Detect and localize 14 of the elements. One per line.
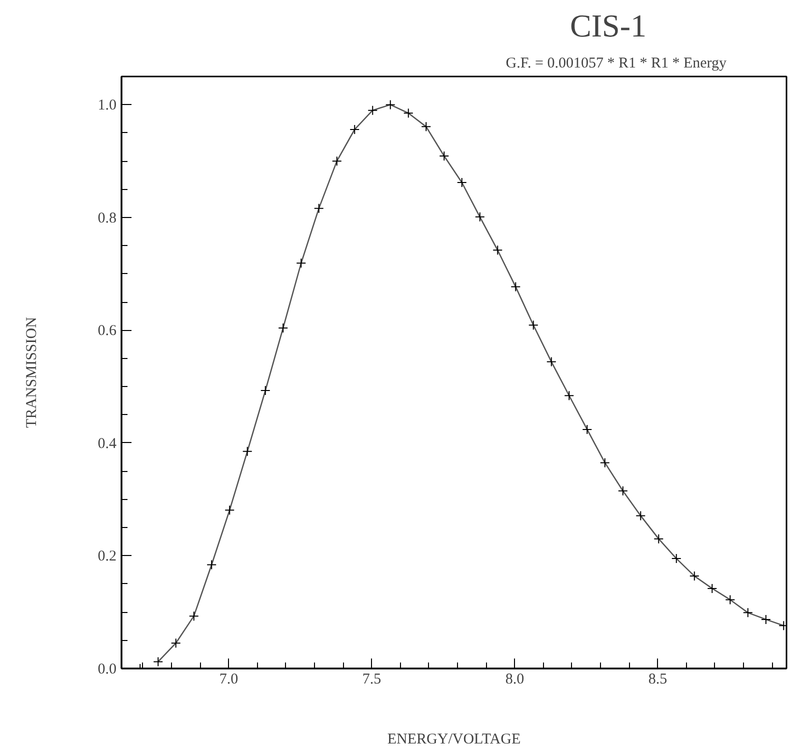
y-tick-label: 0.6 [98, 323, 117, 340]
y-tick-label: 0.4 [98, 436, 117, 452]
y-axis-title: TRANSMISSION [24, 316, 40, 428]
y-tick-label: 1.0 [98, 98, 116, 114]
y-tick-label: 0.2 [98, 548, 116, 565]
x-tick-label: 8.5 [648, 672, 668, 688]
chart-title: CIS-1 [570, 8, 646, 44]
y-tick-label: 0.0 [98, 662, 116, 678]
x-tick-label: 7.0 [219, 672, 238, 688]
x-tick-label: 8.0 [505, 672, 524, 688]
chart-subtitle: G.F. = 0.001057 * R1 * R1 * Energy [506, 56, 727, 72]
x-axis-title: ENERGY/VOLTAGE [387, 732, 521, 748]
y-tick-label: 0.8 [98, 210, 116, 226]
x-tick-label: 7.5 [362, 672, 382, 688]
